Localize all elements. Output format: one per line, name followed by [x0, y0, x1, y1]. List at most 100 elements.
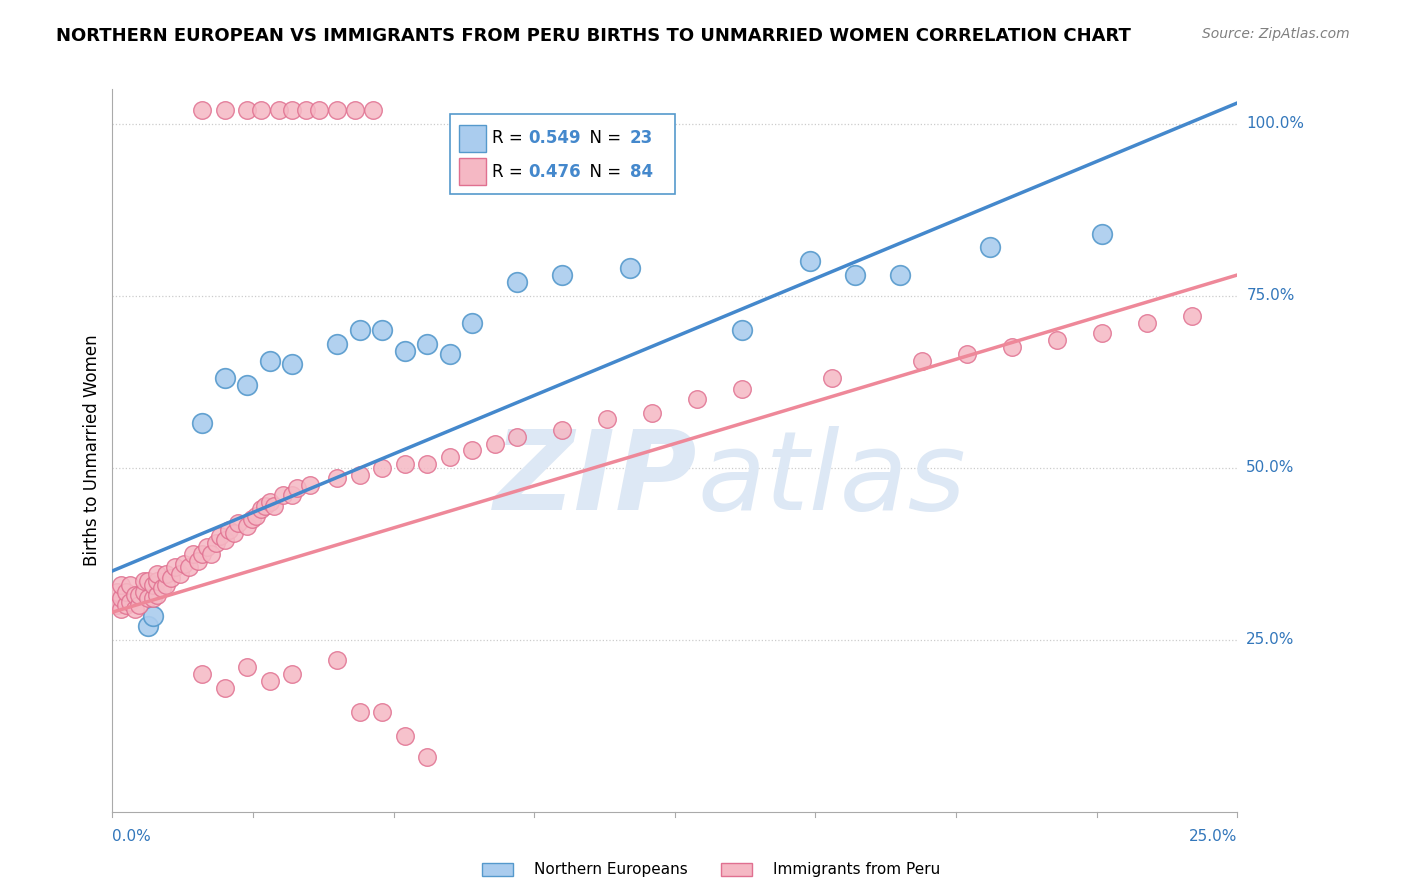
Point [214, 533, 236, 547]
Point [551, 268, 574, 282]
Point [105, 584, 128, 599]
Point [344, 103, 367, 117]
Point [110, 577, 132, 591]
Point [124, 588, 146, 602]
Point [263, 499, 285, 513]
Point [110, 601, 132, 615]
Text: Northern Europeans: Northern Europeans [534, 863, 688, 877]
Point [326, 336, 349, 351]
Point [214, 681, 236, 695]
Point [150, 581, 173, 595]
Point [128, 588, 150, 602]
Point [142, 608, 165, 623]
Point [844, 268, 866, 282]
Point [371, 460, 394, 475]
Point [371, 323, 394, 337]
Point [259, 673, 281, 688]
Point [1001, 340, 1024, 354]
FancyBboxPatch shape [458, 125, 486, 152]
Point [686, 392, 709, 406]
Point [110, 591, 132, 606]
Point [177, 560, 200, 574]
Text: ZIP: ZIP [494, 425, 697, 533]
Point [911, 354, 934, 368]
Point [195, 540, 218, 554]
Point [236, 519, 259, 533]
Point [236, 660, 259, 674]
Point [142, 577, 165, 591]
Point [259, 495, 281, 509]
Point [461, 443, 484, 458]
Point [619, 261, 641, 276]
Point [416, 336, 439, 351]
Point [128, 599, 150, 613]
Point [105, 599, 128, 613]
Text: 100.0%: 100.0% [1246, 116, 1305, 131]
Point [506, 275, 529, 289]
Point [273, 488, 295, 502]
Point [173, 557, 195, 571]
Point [191, 416, 214, 430]
Point [228, 516, 250, 530]
Point [250, 103, 273, 117]
Text: 23: 23 [630, 129, 654, 147]
Point [138, 591, 160, 606]
Text: 0.476: 0.476 [529, 162, 581, 180]
Point [371, 705, 394, 719]
Point [731, 382, 754, 396]
Point [146, 588, 169, 602]
Text: 84: 84 [630, 162, 652, 180]
Point [439, 450, 461, 465]
Point [295, 103, 318, 117]
Point [115, 599, 138, 613]
Point [245, 508, 267, 523]
Point [308, 103, 330, 117]
Text: Immigrants from Peru: Immigrants from Peru [773, 863, 941, 877]
Text: NORTHERN EUROPEAN VS IMMIGRANTS FROM PERU BIRTHS TO UNMARRIED WOMEN CORRELATION : NORTHERN EUROPEAN VS IMMIGRANTS FROM PER… [56, 27, 1130, 45]
Point [138, 619, 160, 633]
Point [259, 354, 281, 368]
Point [326, 653, 349, 667]
Point [165, 560, 187, 574]
Point [146, 567, 169, 582]
Point [731, 323, 754, 337]
Point [349, 323, 371, 337]
Point [349, 467, 371, 482]
Point [1046, 334, 1069, 348]
Point [160, 571, 183, 585]
Point [1091, 326, 1114, 341]
Point [1181, 310, 1204, 324]
Point [299, 478, 322, 492]
Point [191, 103, 214, 117]
Point [120, 577, 142, 591]
Point [236, 378, 259, 392]
Point [281, 358, 304, 372]
Y-axis label: Births to Unmarried Women: Births to Unmarried Women [83, 334, 101, 566]
Point [394, 343, 416, 358]
Point [200, 547, 222, 561]
Point [142, 591, 165, 606]
Point [285, 481, 308, 495]
Text: Source: ZipAtlas.com: Source: ZipAtlas.com [1202, 27, 1350, 41]
Point [596, 412, 619, 426]
Point [132, 574, 155, 589]
Point [326, 471, 349, 485]
Point [155, 577, 177, 591]
Point [155, 567, 177, 582]
Text: atlas: atlas [697, 425, 966, 533]
Point [1136, 316, 1159, 330]
Point [115, 584, 138, 599]
Point [138, 574, 160, 589]
Point [146, 574, 169, 589]
Point [132, 584, 155, 599]
Text: 0.0%: 0.0% [112, 829, 152, 844]
Text: 25.0%: 25.0% [1246, 632, 1295, 648]
Text: 0.549: 0.549 [529, 129, 581, 147]
Point [205, 536, 228, 550]
FancyBboxPatch shape [450, 114, 675, 194]
Point [349, 705, 371, 719]
Point [236, 103, 259, 117]
Text: R =: R = [492, 129, 527, 147]
Point [240, 512, 263, 526]
Point [183, 547, 205, 561]
